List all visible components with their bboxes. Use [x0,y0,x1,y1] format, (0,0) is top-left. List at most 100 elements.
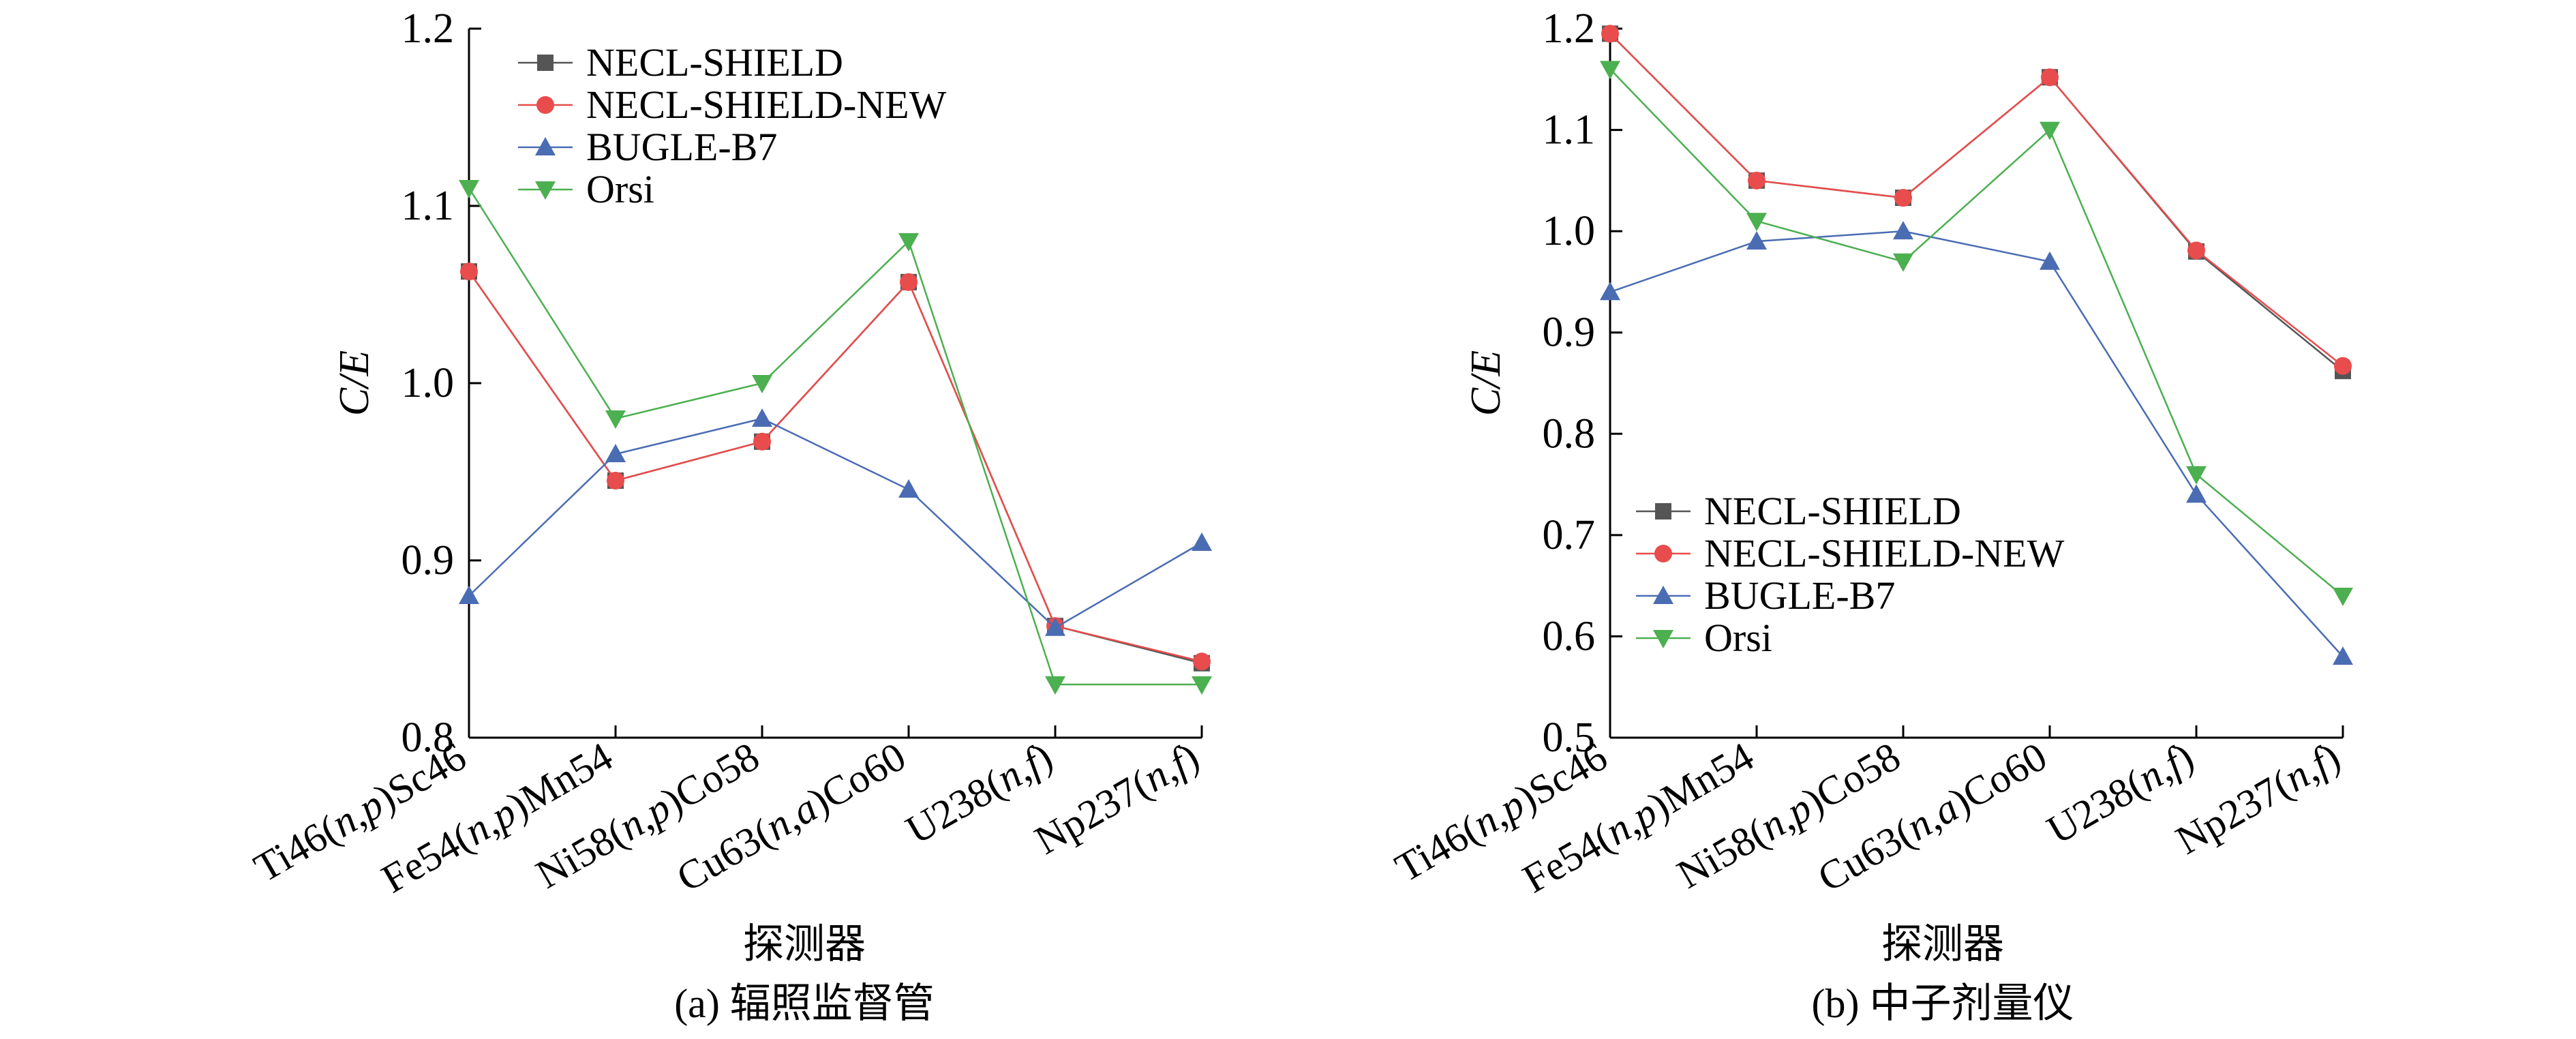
legend-marker [1654,545,1672,562]
legend-marker [535,137,556,155]
data-point-bugle-b7 [459,586,479,604]
y-axis-title: C/E [331,350,378,416]
y-tick-label: 1.2 [401,5,455,52]
y-axis-title: C/E [1463,350,1509,416]
y-tick-label: 1.2 [1543,5,1596,52]
x-tick-label-part: )Mn54 [501,734,620,828]
x-axis-title: 探测器 [743,922,866,967]
y-tick-label: 1.1 [1543,107,1596,153]
data-point-bugle-b7 [2333,646,2353,665]
data-point-orsi [459,180,479,198]
series-necl-shield-new [1601,25,2352,375]
y-tick-label: 0.8 [1543,410,1596,457]
y-tick-label: 0.6 [1543,613,1596,659]
data-point-necl-shield-new [1601,25,1619,43]
series-line-necl-shield [468,271,1202,665]
data-point-orsi [1192,676,1212,695]
data-point-bugle-b7 [1746,231,1767,250]
data-point-necl-shield-new [900,273,918,291]
x-tick-label-part: )Co58 [656,734,767,824]
data-point-orsi [2186,466,2207,485]
y-tick-label: 0.8 [401,714,455,761]
chart-caption: (a) 辐照监督管 [674,981,935,1026]
legend-marker [1653,630,1673,648]
legend-marker [1655,503,1671,520]
data-point-necl-shield-new [460,262,478,281]
series-orsi [1600,61,2353,606]
x-axis-title: 探测器 [1881,922,2004,967]
x-tick-label-part: )Mn54 [1642,734,1761,828]
series-bugle-b7 [1600,221,2353,665]
series-line-orsi [1609,68,2344,597]
x-tick-label-part: )Co58 [1797,734,1908,824]
x-tick-label-part: U238( [898,762,1012,853]
data-point-orsi [898,233,919,252]
y-tick-label: 1.0 [401,360,455,406]
legend-label: NECL-SHIELD [1704,489,1961,533]
legend-marker [536,96,554,114]
series-line-orsi [468,187,1202,686]
x-tick-label: Np237(n,f) [1027,734,1206,863]
y-tick-label: 0.9 [1543,310,1596,356]
legend-label: Orsi [586,167,654,211]
legend-label: BUGLE-B7 [586,125,777,169]
x-tick-label: Np237(n,f) [2168,734,2347,863]
series-line-necl-shield-new [1609,33,2344,367]
series-necl-shield [1602,25,2351,380]
y-tick-label: 1.0 [1543,208,1596,254]
data-point-bugle-b7 [1045,617,1065,636]
legend-marker [537,55,554,71]
data-point-bugle-b7 [1893,221,1913,240]
x-tick-label-part: Cu63( [1810,811,1922,901]
legend-label: BUGLE-B7 [1704,573,1895,618]
data-point-necl-shield-new [1193,652,1211,671]
chart-panel-a: 0.80.91.01.11.2Ti46(n,p)Sc46Fe54(n,p)Mn5… [247,5,1212,1026]
x-tick-label-part: Ni58( [1669,811,1774,897]
x-tick-label-part: )Co60 [1943,734,2055,824]
data-point-necl-shield-new [753,432,771,451]
y-tick-label: 0.9 [401,537,455,584]
data-point-bugle-b7 [2186,484,2207,503]
y-tick-label: 1.1 [401,183,455,229]
series-line-bugle-b7 [468,417,1202,629]
data-point-orsi [1045,676,1065,695]
series-necl-shield-new [460,262,1211,671]
x-tick-label-part: Fe54( [374,815,479,901]
data-point-necl-shield-new [1748,171,1766,190]
data-point-necl-shield-new [1894,189,1912,207]
x-tick-label-part: Fe54( [1515,815,1620,901]
legend-label: NECL-SHIELD-NEW [586,82,947,127]
legend-label: Orsi [1704,616,1772,660]
x-tick-label-part: Cu63( [669,811,781,901]
data-point-bugle-b7 [605,444,626,462]
data-point-bugle-b7 [1600,282,1620,301]
x-tick-label-part: Ni58( [528,811,633,897]
series-line-necl-shield [1609,33,2344,372]
legend-label: NECL-SHIELD-NEW [1704,531,2065,575]
y-tick-label: 0.7 [1543,512,1596,558]
series-orsi [459,180,1212,695]
chart-panel-b: 0.50.60.70.80.91.01.11.2Ti46(n,p)Sc46Fe5… [1388,5,2353,1026]
data-point-bugle-b7 [2040,251,2060,270]
data-point-necl-shield-new [2334,357,2352,375]
data-point-orsi [2333,588,2353,606]
data-point-orsi [1746,213,1767,232]
data-point-orsi [1893,253,1913,272]
series-bugle-b7 [459,408,1212,636]
data-point-orsi [752,375,772,393]
legend-label: NECL-SHIELD [586,40,843,85]
data-point-necl-shield-new [607,472,624,490]
x-tick-label-part: U238( [2040,762,2153,853]
series-necl-shield [461,263,1210,672]
data-point-orsi [1600,61,1620,80]
chart-caption: (b) 中子剂量仪 [1812,981,2074,1026]
data-point-orsi [2040,121,2060,140]
data-point-bugle-b7 [1192,532,1212,551]
x-tick-label-part: )Co60 [802,734,913,824]
data-point-orsi [605,410,626,429]
data-point-bugle-b7 [898,479,919,498]
series-line-bugle-b7 [1609,230,2344,657]
